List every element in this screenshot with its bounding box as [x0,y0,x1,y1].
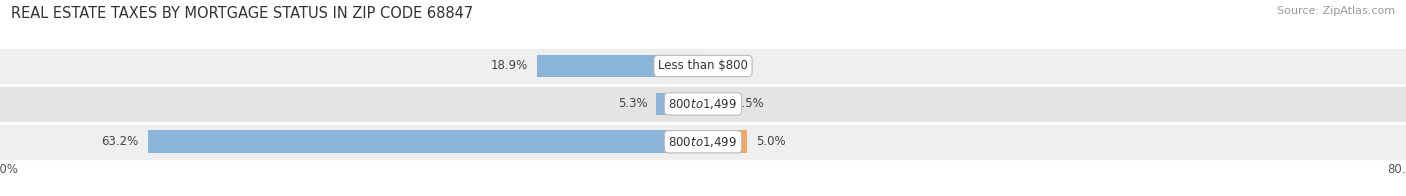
Bar [703,130,747,153]
Bar [537,55,703,77]
Text: $800 to $1,499: $800 to $1,499 [668,97,738,111]
Text: Source: ZipAtlas.com: Source: ZipAtlas.com [1277,6,1395,16]
Bar [148,130,703,153]
Bar [0,123,1406,161]
Text: $800 to $1,499: $800 to $1,499 [668,135,738,149]
Text: 18.9%: 18.9% [491,60,529,73]
Text: REAL ESTATE TAXES BY MORTGAGE STATUS IN ZIP CODE 68847: REAL ESTATE TAXES BY MORTGAGE STATUS IN … [11,6,474,21]
Bar [0,47,1406,85]
Text: 63.2%: 63.2% [101,135,139,148]
Bar [657,93,703,115]
Text: 2.5%: 2.5% [734,97,763,110]
Bar [0,85,1406,123]
Bar [703,93,725,115]
Text: 5.3%: 5.3% [619,97,648,110]
Text: Less than $800: Less than $800 [658,60,748,73]
Text: 5.0%: 5.0% [756,135,786,148]
Text: 0.0%: 0.0% [711,60,741,73]
